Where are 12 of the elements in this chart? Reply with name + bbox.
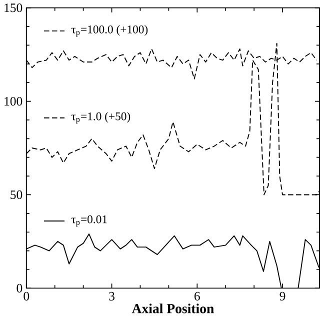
y-tick-label: 100: [4, 97, 22, 106]
legend-label: τ$_{p}$=1.0 (+50): [71, 112, 130, 124]
x-tick-label: 6: [194, 292, 200, 301]
y-tick-label: 0: [16, 284, 22, 293]
legend-label: τ$_{p}$=0.01: [71, 215, 107, 227]
y-tick-label: 150: [4, 4, 22, 12]
x-tick-label: 9: [280, 292, 286, 301]
x-axis-title: Axial Position: [132, 304, 214, 314]
x-tick-label: 3: [109, 292, 114, 301]
y-tick-label: 50: [10, 190, 22, 200]
legend-label: τ$_{p}$=100.0 (+100): [71, 25, 148, 37]
x-tick-label: 0: [24, 292, 30, 301]
